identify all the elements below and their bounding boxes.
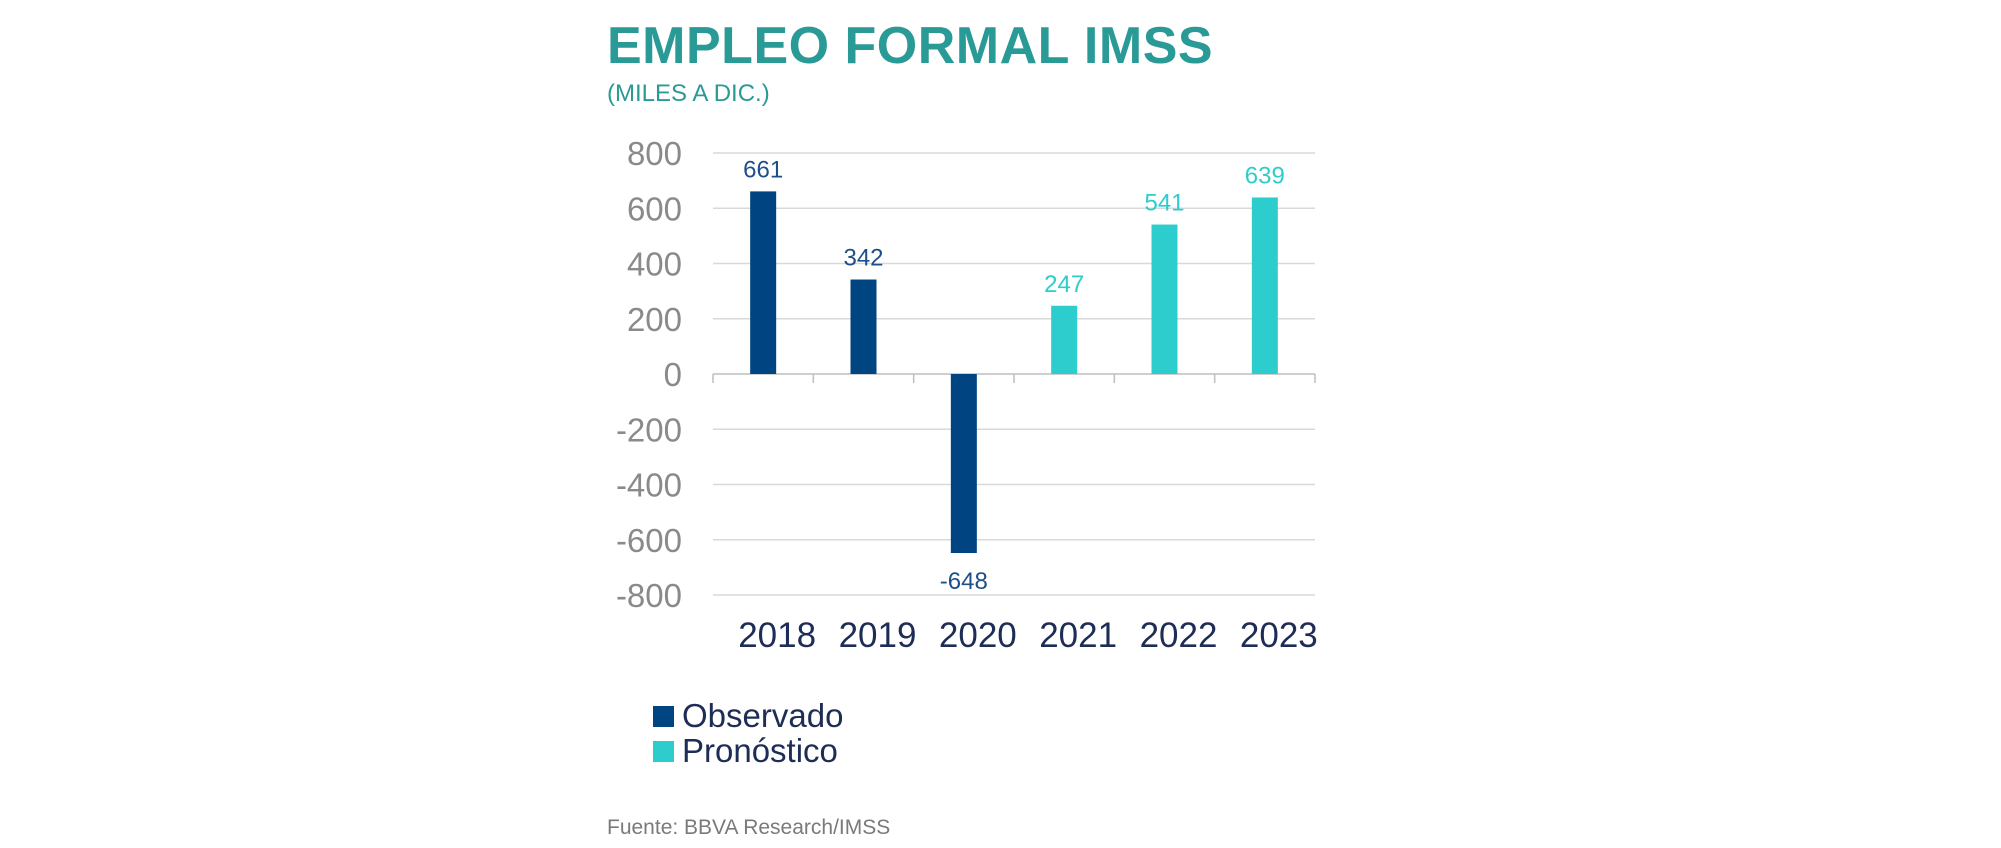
legend-label-pronostico: Pronóstico (682, 732, 838, 769)
bars (750, 191, 1278, 554)
data-label-2021: 247 (1044, 271, 1084, 298)
chart-title: EMPLEO FORMAL IMSS (607, 17, 1214, 75)
y-tick-label: 800 (627, 135, 682, 172)
legend: Observado Pronóstico (653, 697, 843, 769)
source-note: Fuente: BBVA Research/IMSS (607, 816, 891, 839)
data-label-2019: 342 (843, 245, 883, 272)
x-tick-label-2019: 2019 (839, 616, 917, 655)
y-tick-label: -800 (616, 577, 682, 614)
data-label-2020: -648 (940, 568, 988, 595)
x-tick-label-2018: 2018 (738, 616, 816, 655)
y-tick-label: -400 (616, 467, 682, 504)
x-tick-label-2021: 2021 (1039, 616, 1117, 655)
legend-swatch-observado (653, 706, 674, 727)
x-tick-label-2022: 2022 (1140, 616, 1218, 655)
y-tick-label: 400 (627, 246, 682, 283)
data-label-2023: 639 (1245, 162, 1285, 189)
legend-label-observado: Observado (682, 697, 843, 734)
y-tick-label: -600 (616, 522, 682, 559)
y-axis-tick-labels: 800 600 400 200 0 -200 -400 -600 -800 (616, 135, 682, 614)
x-axis-tick-labels: 2018 2019 2020 2021 2022 2023 (738, 616, 1318, 655)
bar-2020 (950, 374, 977, 554)
bar-2019 (850, 279, 877, 374)
data-label-2022: 541 (1144, 190, 1184, 217)
bar-2023 (1251, 197, 1278, 374)
bar-2021 (1051, 305, 1078, 374)
bar-2018 (750, 191, 777, 374)
legend-swatch-pronostico (653, 741, 674, 762)
y-tick-label: 200 (627, 301, 682, 338)
y-tick-label: 0 (664, 356, 682, 393)
data-labels: 661 342 -648 247 541 639 (743, 156, 1285, 595)
bar-2022 (1151, 224, 1178, 374)
data-label-2018: 661 (743, 156, 783, 183)
y-tick-label: 600 (627, 190, 682, 227)
x-tick-label-2020: 2020 (939, 616, 1017, 655)
chart-subtitle: (MILES A DIC.) (607, 80, 770, 107)
gridlines (712, 152, 1316, 596)
x-tick-label-2023: 2023 (1240, 616, 1318, 655)
y-tick-label: -200 (616, 411, 682, 448)
